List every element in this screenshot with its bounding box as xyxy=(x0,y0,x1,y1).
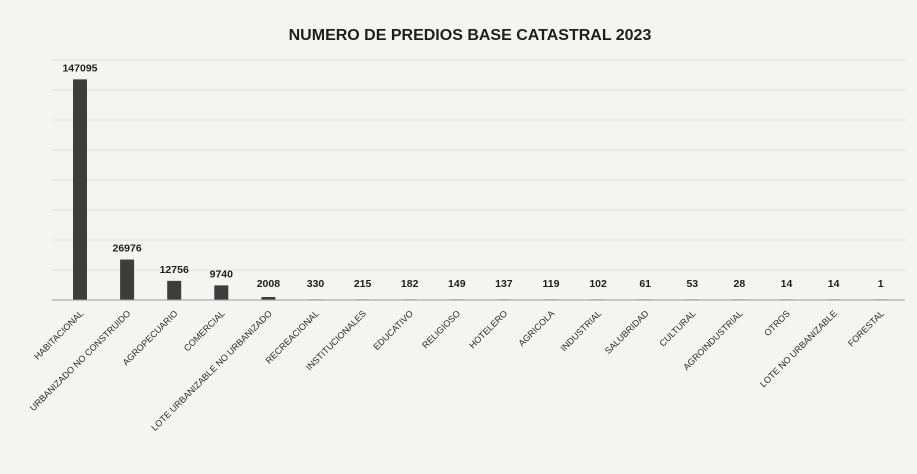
category-label-11: AGRICOLA xyxy=(516,308,556,348)
data-label-6: 330 xyxy=(307,278,325,290)
bars xyxy=(73,79,888,300)
bar-1 xyxy=(73,79,87,300)
data-label-13: 61 xyxy=(639,278,651,290)
data-labels: 147095 26976 12756 9740 2008 330 215 182 149 137 1… xyxy=(62,62,883,290)
category-label-18: FORESTAL xyxy=(846,308,886,348)
category-label-8: EDUCATIVO xyxy=(371,308,415,352)
data-label-3: 12756 xyxy=(160,264,189,276)
chart-title: NUMERO DE PREDIOS BASE CATASTRAL 2023 xyxy=(289,27,652,44)
category-label-9: RELIGIOSO xyxy=(420,308,462,350)
category-label-4: COMERCIAL xyxy=(182,308,227,353)
gridlines xyxy=(52,59,905,271)
category-label-16: OTROS xyxy=(762,308,792,338)
data-label-4: 9740 xyxy=(210,268,234,280)
bar-3 xyxy=(167,280,182,300)
data-label-7: 215 xyxy=(354,278,372,290)
data-label-16: 14 xyxy=(781,278,793,290)
category-label-2: URBANIZADO NO CONSTRUIDO xyxy=(28,308,133,413)
data-label-14: 53 xyxy=(686,278,698,290)
data-label-12: 102 xyxy=(589,278,607,290)
bar-4 xyxy=(214,285,229,300)
data-label-5: 2008 xyxy=(257,278,281,290)
data-label-2: 26976 xyxy=(112,243,141,255)
data-label-10: 137 xyxy=(495,278,513,290)
data-label-17: 14 xyxy=(828,278,840,290)
category-label-1: HABITACIONAL xyxy=(32,308,85,361)
category-label-17: LOTE NO URBANIZABLE xyxy=(758,308,839,389)
data-label-1: 147095 xyxy=(62,62,97,74)
category-label-10: HOTELERO xyxy=(467,308,509,350)
data-label-11: 119 xyxy=(543,278,560,290)
data-label-8: 182 xyxy=(401,278,419,290)
category-label-12: INDUSTRIAL xyxy=(559,308,604,353)
bar-5 xyxy=(261,296,276,300)
category-label-13: SALUBRIDAD xyxy=(603,308,651,356)
bar-2 xyxy=(120,259,135,300)
data-label-15: 28 xyxy=(734,278,746,290)
data-label-18: 1 xyxy=(878,278,884,290)
category-label-14: CULTURAL xyxy=(658,308,698,348)
data-label-9: 149 xyxy=(448,278,466,290)
